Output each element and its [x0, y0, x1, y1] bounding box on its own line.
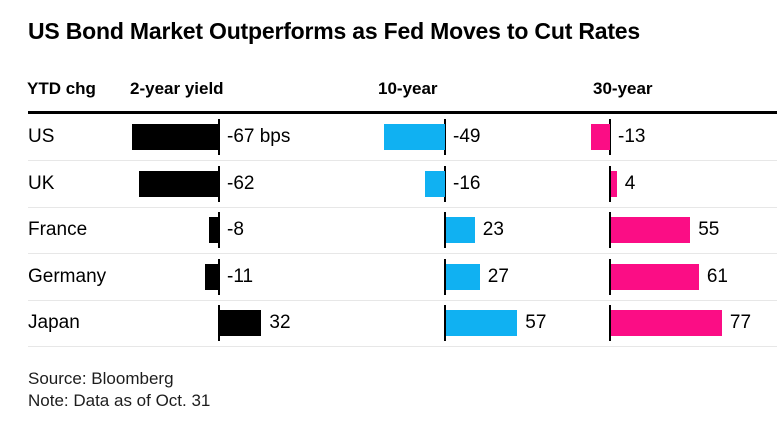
table-row: US -67 bps -49 -13 — [28, 114, 777, 161]
2yr-bar — [138, 170, 219, 197]
2yr-bar — [204, 263, 219, 290]
chart-title: US Bond Market Outperforms as Fed Moves … — [28, 18, 640, 44]
baseline-tick — [218, 305, 220, 342]
2yr-value-label: -8 — [227, 219, 244, 241]
row-label: France — [28, 219, 88, 241]
2yr-value-label: -62 — [227, 172, 255, 194]
row-label: Japan — [28, 312, 80, 334]
column-header-10-year: 10-year — [378, 79, 438, 98]
30yr-bar — [611, 170, 617, 197]
table-row: France -8 23 55 — [28, 207, 777, 255]
baseline-tick — [444, 165, 446, 202]
baseline-tick — [218, 165, 220, 202]
table-row: Germany -11 27 61 — [28, 254, 777, 301]
table-row: UK -62 -16 4 — [28, 161, 777, 208]
row-label: Germany — [28, 265, 107, 287]
30yr-value-label: 55 — [698, 219, 720, 241]
baseline-tick — [609, 258, 611, 295]
column-header-ytd-chg: YTD chg — [27, 79, 96, 98]
30yr-value-label: 61 — [706, 265, 728, 287]
30yr-bar — [611, 263, 699, 290]
baseline-tick — [218, 119, 220, 155]
2yr-bar — [208, 217, 219, 244]
baseline-tick — [609, 212, 611, 249]
source-note: Source: Bloomberg — [28, 369, 174, 388]
2yr-value-label: 32 — [269, 312, 291, 334]
baseline-tick — [444, 212, 446, 249]
baseline-tick — [218, 258, 220, 295]
baseline-tick — [444, 258, 446, 295]
10yr-bar — [446, 263, 480, 290]
2yr-bar — [132, 124, 219, 150]
row-label: UK — [28, 172, 55, 194]
2yr-bar — [220, 310, 262, 337]
column-header-2-year: 2-year yield — [130, 79, 224, 98]
column-header-30-year: 30-year — [593, 79, 653, 98]
baseline-tick — [218, 212, 220, 249]
10yr-bar — [446, 217, 475, 244]
data-note: Note: Data as of Oct. 31 — [28, 391, 211, 410]
10yr-value-label: 57 — [525, 312, 547, 334]
10yr-value-label: -16 — [453, 172, 481, 194]
baseline-tick — [609, 165, 611, 202]
10yr-value-label: -49 — [453, 126, 481, 147]
10yr-value-label: 23 — [482, 219, 504, 241]
table-row: Japan 32 57 77 — [28, 300, 777, 348]
baseline-tick — [444, 305, 446, 342]
row-label: US — [28, 126, 55, 147]
baseline-tick — [444, 119, 446, 155]
baseline-tick — [609, 305, 611, 342]
10yr-bar — [383, 124, 445, 150]
30yr-bar — [591, 124, 610, 150]
baseline-tick — [609, 119, 611, 155]
30yr-value-label: 77 — [729, 312, 752, 334]
chart-footer: Source: Bloomberg Note: Data as of Oct. … — [28, 368, 210, 412]
10yr-value-label: 27 — [487, 265, 509, 287]
header-rule — [28, 111, 777, 114]
2yr-value-label: -11 — [227, 265, 254, 287]
30yr-bar — [611, 310, 722, 337]
30yr-value-label: 4 — [624, 172, 636, 194]
30yr-bar — [611, 217, 691, 244]
10yr-bar — [425, 170, 445, 197]
30yr-value-label: -13 — [618, 126, 646, 147]
2yr-value-label: -67 bps — [227, 126, 291, 147]
10yr-bar — [446, 310, 518, 337]
